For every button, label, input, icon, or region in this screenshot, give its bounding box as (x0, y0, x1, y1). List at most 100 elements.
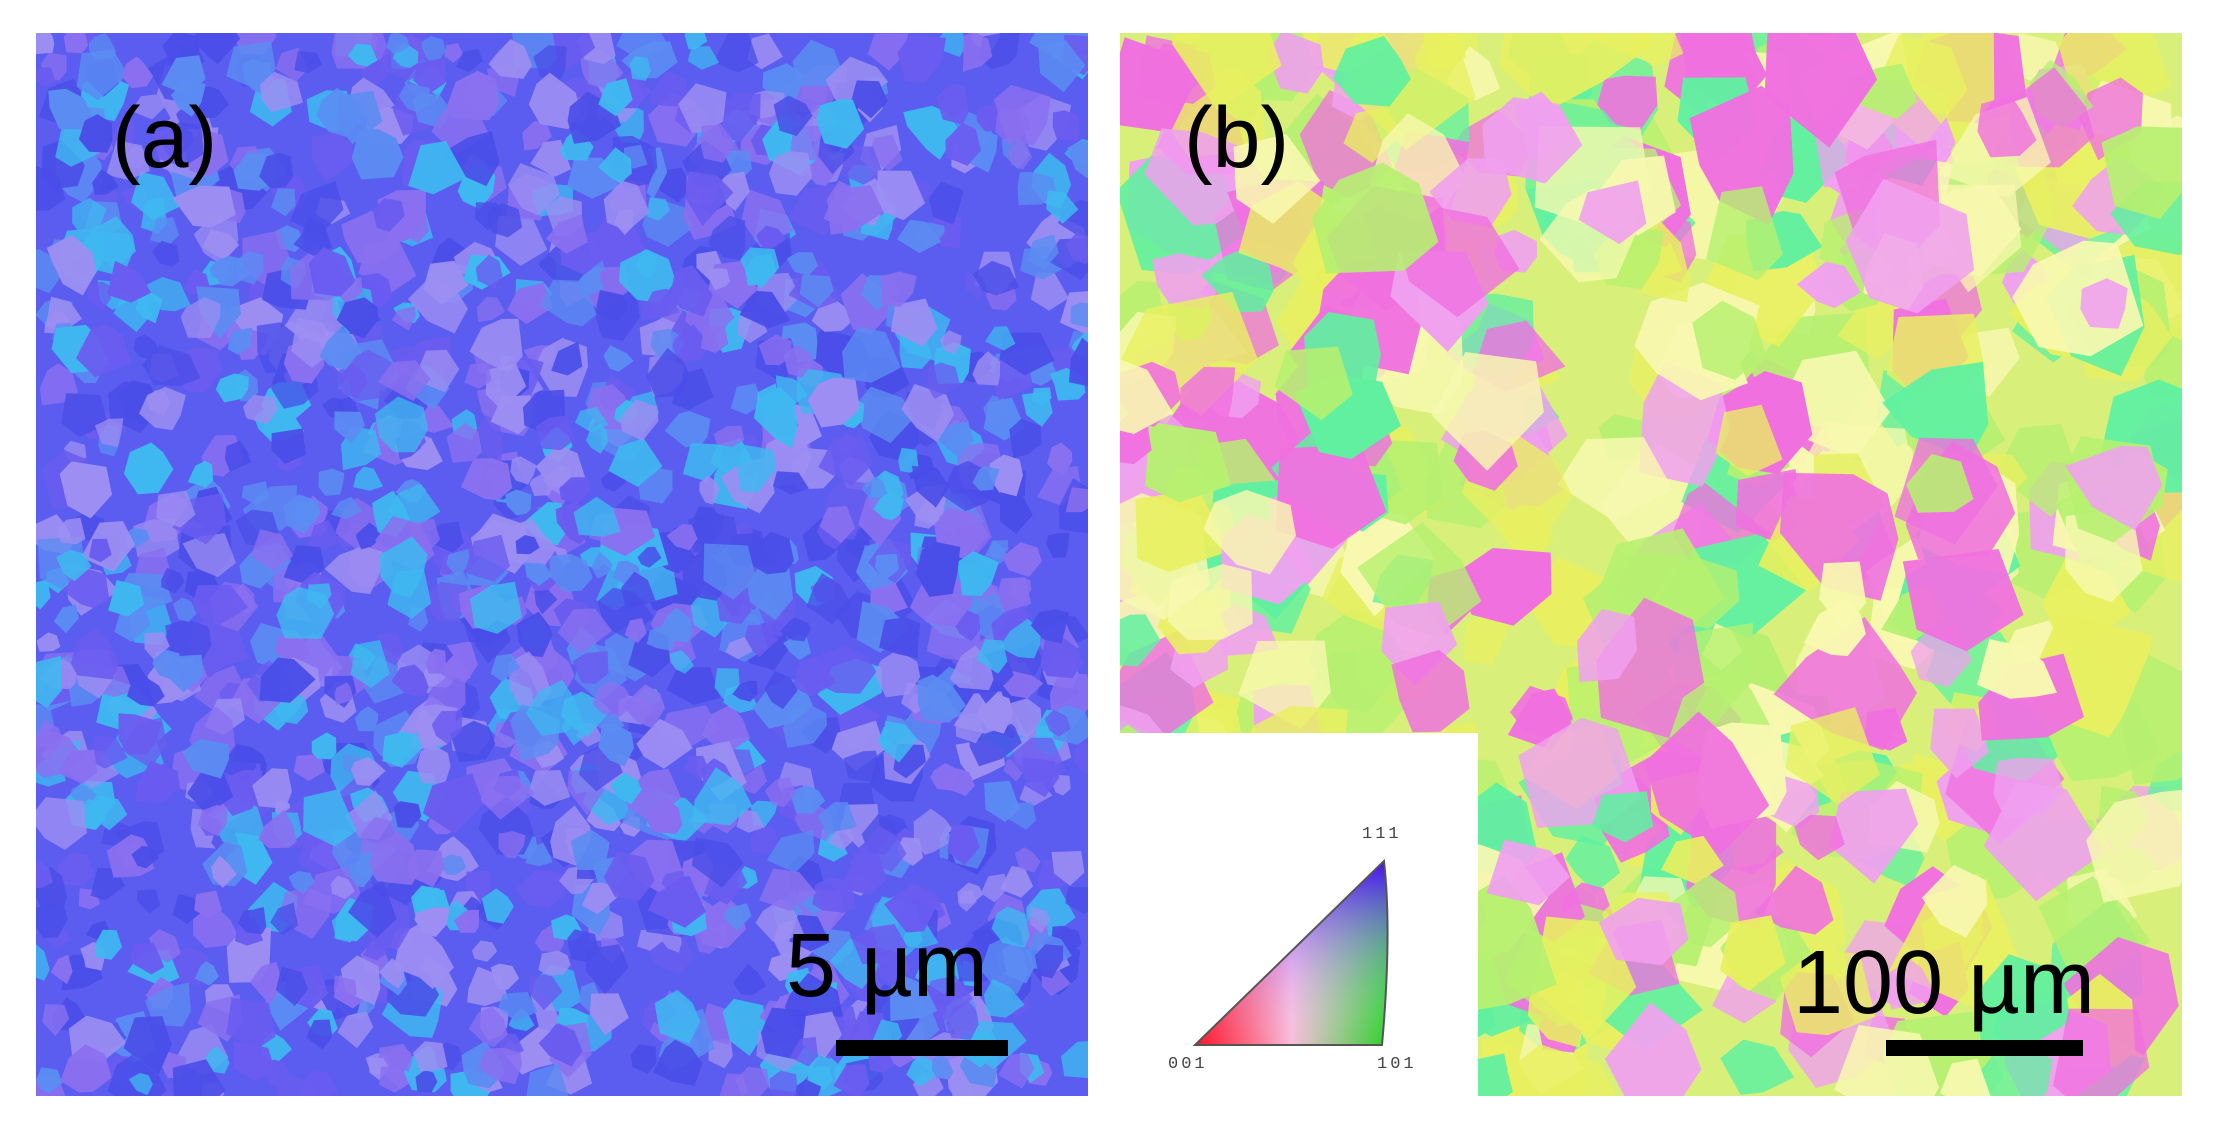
grain (507, 282, 554, 325)
grain (691, 767, 753, 826)
grain (136, 889, 161, 914)
grain (131, 94, 165, 120)
grain (144, 632, 170, 660)
grain (161, 567, 185, 594)
grain (1779, 472, 1899, 601)
grain (2053, 1008, 2150, 1096)
grain (303, 789, 357, 847)
grain (906, 1054, 941, 1087)
grain (897, 219, 942, 254)
grain (1930, 708, 1989, 779)
grain (694, 929, 724, 955)
grain (889, 975, 938, 1022)
grain (1002, 542, 1042, 577)
grain (976, 694, 1014, 734)
grain (1837, 294, 1910, 360)
scale-bar-label-a: 5 µm (786, 916, 988, 1016)
grain (414, 907, 450, 937)
grain (764, 777, 797, 808)
grain (647, 288, 682, 318)
grain (732, 680, 758, 702)
grain (1773, 616, 1917, 751)
grain (535, 415, 575, 451)
grain (444, 43, 464, 63)
grain (2143, 322, 2182, 399)
grain (769, 1070, 798, 1096)
grain (2101, 126, 2182, 219)
grain (654, 989, 701, 1044)
grain (86, 281, 112, 311)
grain (700, 326, 729, 353)
grain (533, 45, 567, 82)
grain (1145, 421, 1232, 503)
grain (226, 997, 276, 1049)
grain (446, 549, 472, 576)
grain (572, 651, 609, 684)
grain (646, 197, 670, 221)
grain (337, 1011, 374, 1049)
grain (72, 197, 107, 234)
grain (215, 373, 249, 403)
grain (630, 1044, 657, 1074)
grain (142, 345, 201, 386)
grain (224, 440, 251, 472)
grain (1794, 814, 1845, 861)
grain (644, 795, 683, 834)
grain (172, 1059, 226, 1096)
grain (258, 809, 297, 849)
grain (687, 46, 720, 70)
grain (92, 169, 119, 195)
grain (1275, 444, 1387, 549)
grain (999, 618, 1041, 659)
grain (516, 611, 553, 658)
grain (669, 650, 694, 674)
grain (1715, 404, 1783, 477)
panel-label-a: (a) (112, 90, 218, 186)
grain (807, 377, 860, 428)
grain (1046, 532, 1070, 558)
grain (1391, 649, 1470, 733)
grain (931, 1054, 954, 1080)
grain (259, 152, 293, 189)
grain (92, 795, 128, 831)
grain (999, 492, 1033, 534)
grain (1779, 948, 1876, 1036)
grain (972, 466, 1000, 491)
grain (507, 163, 560, 216)
grain (197, 805, 228, 837)
grain (1482, 97, 1583, 184)
grain (36, 67, 56, 87)
grain (736, 444, 776, 493)
grain (1030, 609, 1069, 644)
grain (348, 880, 397, 938)
grain (442, 854, 467, 875)
grain (1201, 249, 1274, 313)
grain (386, 33, 410, 54)
grain (701, 704, 750, 754)
grain (333, 975, 357, 1005)
grain (1423, 33, 1466, 68)
grain (341, 210, 401, 265)
grain (76, 323, 132, 378)
grain (622, 684, 666, 729)
grain (1577, 608, 1638, 683)
ebsd-map-panel-b: (b) 100 µm (1120, 33, 2182, 1096)
ipf-color-key: 111 001 101 (1120, 733, 1478, 1096)
grain (94, 929, 122, 960)
grain (856, 601, 911, 653)
grain (817, 802, 857, 835)
grain (1180, 366, 1236, 427)
grain (194, 961, 219, 986)
grain (50, 954, 73, 985)
grain (114, 609, 151, 642)
grain (476, 296, 506, 323)
grain (890, 298, 938, 347)
grain (725, 636, 753, 660)
grain (881, 720, 918, 763)
grain (915, 542, 961, 597)
grain (464, 534, 510, 582)
grain (126, 675, 165, 707)
grain (324, 546, 387, 595)
grain (573, 496, 621, 537)
grain (703, 543, 757, 600)
